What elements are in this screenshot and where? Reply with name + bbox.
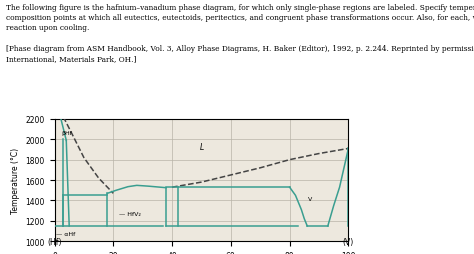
Text: L: L [200, 142, 203, 151]
Text: The following figure is the hafnium–vanadium phase diagram, for which only singl: The following figure is the hafnium–vana… [6, 4, 474, 63]
Text: βHf: βHf [62, 130, 73, 135]
Text: — HfV₂: — HfV₂ [119, 211, 141, 216]
Text: — αHf: — αHf [56, 231, 75, 236]
Text: V: V [308, 196, 312, 201]
Y-axis label: Temperature (°C): Temperature (°C) [11, 147, 20, 213]
Text: (Hf): (Hf) [47, 237, 62, 246]
Text: (V): (V) [343, 237, 354, 246]
